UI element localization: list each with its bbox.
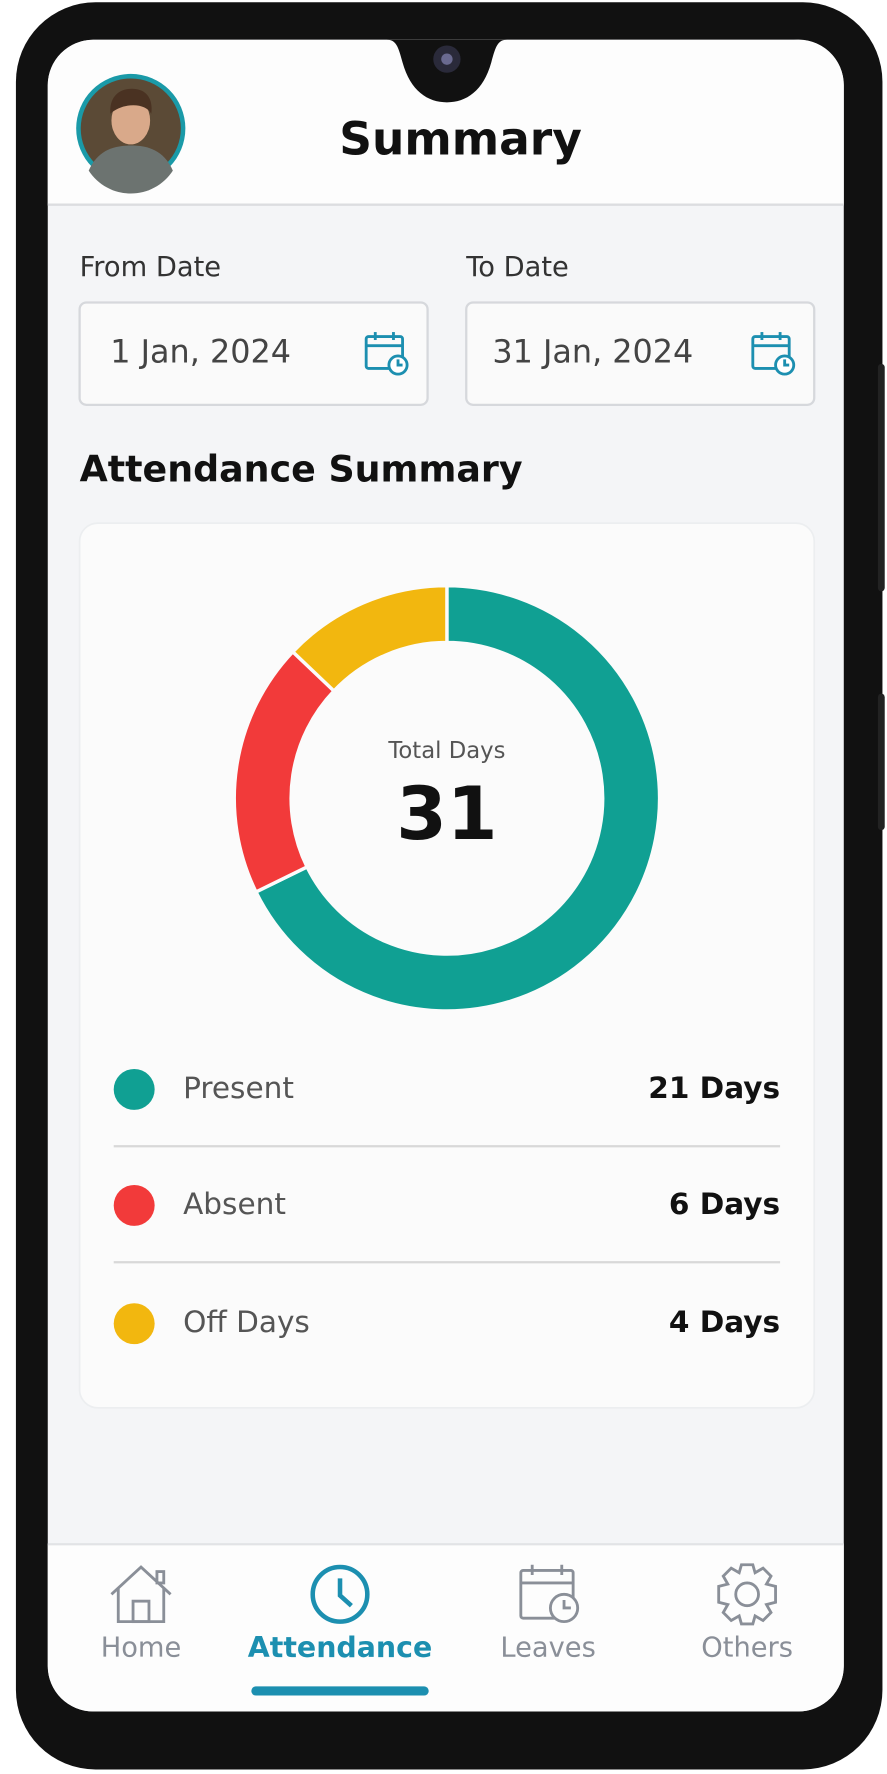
legend-label: Off Days [183, 1305, 310, 1339]
avatar-hair [110, 88, 152, 114]
legend-value: 4 Days [669, 1305, 780, 1339]
field-label: To Date [465, 252, 569, 283]
nav-label[interactable]: Others [701, 1632, 793, 1663]
avatar[interactable] [76, 73, 186, 194]
legend-label: Present [183, 1071, 294, 1105]
legend-dot [113, 1068, 155, 1110]
leaves-icon[interactable] [519, 1564, 580, 1624]
avatar-face [111, 96, 151, 145]
calendar-icon[interactable] [751, 332, 796, 376]
legend-dot [113, 1184, 155, 1226]
date-input[interactable] [78, 301, 429, 406]
date-input[interactable] [465, 301, 816, 406]
side-button [877, 693, 885, 831]
side-button [877, 363, 885, 592]
center-value: 31 [396, 772, 497, 857]
avatar-shirt [88, 145, 173, 194]
donut-segment [290, 583, 449, 694]
date-value: 1 Jan, 2024 [110, 333, 291, 371]
date-value: 31 Jan, 2024 [492, 333, 693, 371]
center-label: Total Days [387, 738, 505, 764]
legend-value: 21 Days [648, 1071, 780, 1105]
attendance-icon[interactable] [310, 1564, 370, 1624]
legend-dot [113, 1303, 155, 1345]
page-title: Summary [339, 113, 582, 166]
field-label: From Date [80, 252, 221, 283]
others-icon[interactable] [717, 1563, 777, 1626]
nav-label[interactable]: Attendance [248, 1631, 432, 1664]
calendar-icon[interactable] [364, 332, 409, 376]
legend-label: Absent [183, 1187, 286, 1221]
bottom-nav [47, 1544, 844, 1712]
home-icon[interactable] [110, 1565, 172, 1624]
nav-label[interactable]: Leaves [500, 1632, 595, 1663]
legend-value: 6 Days [669, 1187, 780, 1221]
camera-lens [441, 53, 453, 65]
section-title: Attendance Summary [80, 447, 523, 490]
nav-label[interactable]: Home [101, 1632, 182, 1663]
active-indicator [251, 1686, 429, 1696]
donut-segment [253, 583, 662, 1013]
header-bar [47, 39, 844, 205]
